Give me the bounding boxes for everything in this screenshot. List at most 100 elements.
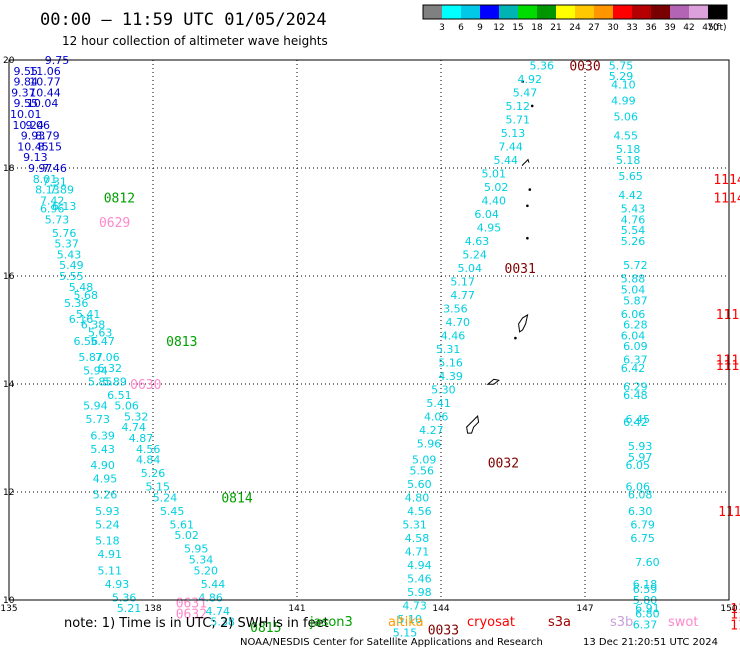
wave-height-label: 4.58 [405, 532, 430, 545]
island-dot [521, 80, 524, 83]
wave-height-label: 5.55 [59, 270, 84, 283]
wave-height-label: 5.89 [102, 375, 127, 388]
wave-height-label: 4.95 [93, 473, 118, 486]
colorbar-label: 24 [569, 23, 581, 33]
wave-height-label: 4.99 [611, 95, 636, 108]
wave-height-label: 7.44 [498, 140, 523, 153]
wave-height-label: 4.91 [98, 548, 123, 561]
wave-height-label: 4.74 [122, 421, 147, 434]
wave-height-label: 5.72 [623, 259, 648, 272]
wave-height-label: 6.39 [90, 429, 115, 442]
pass-time-tag: 0030 [569, 59, 600, 74]
wave-height-label: 4.56 [136, 443, 161, 456]
wave-height-label: 5.18 [95, 535, 120, 548]
wave-height-label: 6.37 [633, 618, 658, 631]
x-tick-label: 141 [288, 604, 305, 614]
wave-height-label: 6.06 [626, 481, 651, 494]
island-outlines [466, 80, 534, 434]
colorbar-swatch [499, 5, 518, 19]
wave-height-label: 7.46 [42, 162, 67, 175]
wave-height-label: 7.06 [95, 351, 120, 364]
wave-height-label: 5.13 [501, 127, 526, 140]
mission-label: altika [388, 615, 424, 630]
wave-height-label: 5.44 [494, 154, 519, 167]
wave-height-label: 5.98 [407, 586, 432, 599]
wave-height-label: 8.15 [38, 140, 63, 153]
wave-height-label: 5.73 [86, 413, 111, 426]
wave-height-label: 5.76 [52, 227, 77, 240]
wave-height-label: 5.02 [484, 181, 509, 194]
wave-height-label: 4.56 [407, 505, 432, 518]
wave-height-values: 9.7511.069.5510.779.849.3710.449.5510.04… [10, 54, 660, 639]
wave-height-label: 6.56 [74, 335, 99, 348]
pass-time-tag: 1113 [716, 308, 740, 323]
wave-height-label: 5.24 [95, 518, 120, 531]
wave-height-label: 5.06 [114, 400, 139, 413]
wave-height-label: 5.97 [628, 451, 653, 464]
wave-height-label: 5.61 [170, 518, 195, 531]
wave-height-label: 5.87 [78, 351, 103, 364]
wave-height-label: 5.20 [194, 564, 219, 577]
wave-height-label: 6.08 [628, 489, 653, 502]
colorbar-swatch [442, 5, 461, 19]
wave-height-label: 5.43 [57, 248, 82, 261]
colorbar-swatch [518, 5, 537, 19]
pass-time-tag: 0032 [488, 456, 519, 471]
wave-height-label: 10.77 [29, 76, 61, 89]
wave-height-label: 6.28 [623, 319, 648, 332]
wave-height-label: 5.24 [153, 491, 178, 504]
wave-height-label: 5.01 [482, 167, 507, 180]
wave-height-label: 4.77 [450, 289, 475, 302]
wave-height-label: 4.42 [618, 189, 643, 202]
wave-height-label: 5.49 [59, 259, 84, 272]
grid-lines [9, 60, 729, 600]
wave-height-label: 5.75 [609, 59, 634, 72]
wave-height-label: 5.18 [616, 143, 641, 156]
island-outline [518, 313, 529, 333]
colorbar-label: 70 [707, 23, 719, 33]
wave-height-label: 5.45 [160, 505, 185, 518]
wave-height-label: 4.87 [129, 432, 154, 445]
wave-height-label: 6.13 [52, 200, 77, 213]
plot-frame [8, 59, 730, 601]
pass-time-tag: 0031 [505, 262, 536, 277]
wave-height-label: 7.60 [635, 556, 660, 569]
wave-height-label: 9.13 [23, 151, 48, 164]
wave-height-label: 5.04 [458, 262, 483, 275]
wave-height-label: 5.21 [117, 602, 142, 615]
colorbar-swatch [423, 5, 442, 19]
wave-height-label: 5.31 [402, 518, 427, 531]
colorbar-swatch [632, 5, 651, 19]
colorbar-label: 9 [477, 23, 483, 33]
wave-height-label: 5.94 [83, 365, 108, 378]
wave-height-label: 5.43 [621, 203, 646, 216]
wave-height-label: 8.13 [35, 184, 60, 197]
wave-height-label: 6.91 [635, 602, 660, 615]
wave-height-label: 4.71 [405, 545, 430, 558]
wave-height-label: 5.04 [621, 284, 646, 297]
wave-height-label: 6.09 [623, 340, 648, 353]
pass-time-tag: 1114 [713, 192, 740, 207]
wave-height-label: 6.48 [623, 389, 648, 402]
wave-height-label: 10.24 [12, 119, 44, 132]
colorbar-swatch [556, 5, 575, 19]
island-dot [514, 336, 517, 340]
pass-time-tags: 0030111411140812062900311113081311131113… [99, 59, 740, 638]
island-outline [521, 158, 530, 166]
wave-height-label: 9.06 [26, 119, 51, 132]
wave-height-label: 5.15 [393, 626, 418, 639]
colorbar-label: 39 [664, 23, 676, 33]
wave-height-label: 4.27 [419, 424, 444, 437]
pass-time-tag: 1114 [713, 173, 740, 188]
wave-height-label: 5.18 [616, 154, 641, 167]
colorbar-swatch [575, 5, 594, 19]
y-tick-label: 12 [3, 488, 14, 498]
wave-height-label: 4.93 [105, 578, 130, 591]
wave-height-label: 5.95 [184, 543, 209, 556]
island-outline [486, 378, 500, 385]
pass-time-tag: 0815 [250, 621, 281, 636]
wave-height-label: 10.44 [29, 86, 61, 99]
footnote: note: 1) Time is in UTC; 2) SWH is in fe… [64, 616, 329, 631]
wave-height-label: 6.80 [635, 608, 660, 621]
